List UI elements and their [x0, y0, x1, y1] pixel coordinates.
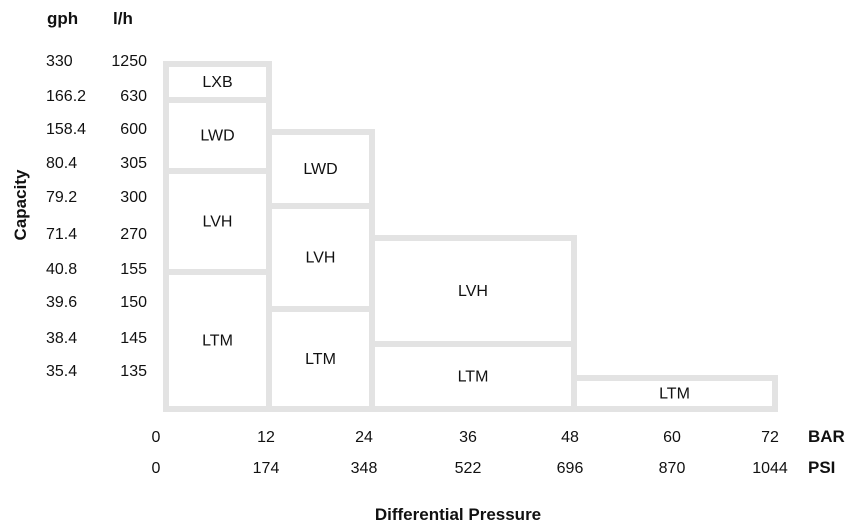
x-tick-psi-0: 0	[152, 460, 161, 477]
y-tick-lh-0: 1250	[111, 53, 147, 70]
x-tick-bar-3: 36	[459, 429, 477, 446]
y-tick-gph-8: 38.4	[46, 330, 77, 347]
x-tick-psi-5: 870	[659, 460, 686, 477]
y-tick-gph-0: 330	[46, 53, 73, 70]
x-axis-label: Differential Pressure	[375, 505, 541, 524]
y-tick-lh-7: 150	[120, 294, 147, 311]
y-tick-gph-7: 39.6	[46, 294, 77, 311]
y-tick-gph-6: 40.8	[46, 261, 77, 278]
y-tick-lh-8: 145	[120, 330, 147, 347]
zone-label-5: LVH	[306, 250, 336, 267]
y-tick-lh-9: 135	[120, 363, 147, 380]
x-tick-bar-5: 60	[663, 429, 681, 446]
zone-label-6: LTM	[305, 351, 336, 368]
x-tick-bar-0: 0	[152, 429, 161, 446]
y-tick-lh-2: 600	[120, 121, 147, 138]
zone-label-9: LTM	[659, 386, 690, 403]
zones-group: LXB LWD LVH LTM LWD LVH LTM LVH LTM LTM	[163, 61, 778, 412]
x-unit-bar: BAR	[808, 427, 845, 446]
y-tick-lh-5: 270	[120, 226, 147, 243]
x-tick-bar-2: 24	[355, 429, 373, 446]
y-tick-lh-3: 305	[120, 155, 147, 172]
x-tick-psi-3: 522	[455, 460, 482, 477]
x-tick-psi-1: 174	[253, 460, 280, 477]
y-axis-label: Capacity	[11, 169, 30, 240]
y-tick-gph-1: 166.2	[46, 88, 86, 105]
x-tick-bar-1: 12	[257, 429, 275, 446]
zone-label-1: LWD	[200, 128, 234, 145]
y-unit-lh: l/h	[113, 9, 133, 28]
x-tick-psi-2: 348	[351, 460, 378, 477]
y-tick-gph-2: 158.4	[46, 121, 86, 138]
x-tick-psi-6: 1044	[752, 460, 788, 477]
y-tick-gph-3: 80.4	[46, 155, 77, 172]
zone-label-0: LXB	[202, 74, 232, 91]
y-ticks-group: 330 1250 166.2 630 158.4 600 80.4 305 79.2 300 71.…	[46, 53, 147, 380]
y-tick-gph-4: 79.2	[46, 189, 77, 206]
zone-label-4: LWD	[303, 161, 337, 178]
x-tick-psi-4: 696	[557, 460, 584, 477]
y-tick-lh-1: 630	[120, 88, 147, 105]
zone-label-7: LVH	[458, 283, 488, 300]
zone-label-3: LTM	[202, 333, 233, 350]
x-tick-bar-6: 72	[761, 429, 779, 446]
zone-rect-9	[571, 375, 778, 412]
y-unit-gph: gph	[47, 9, 78, 28]
y-tick-gph-9: 35.4	[46, 363, 77, 380]
y-tick-gph-5: 71.4	[46, 226, 77, 243]
zone-label-8: LTM	[458, 369, 489, 386]
y-tick-lh-4: 300	[120, 189, 147, 206]
x-unit-psi: PSI	[808, 458, 835, 477]
y-tick-lh-6: 155	[120, 261, 147, 278]
x-tick-bar-4: 48	[561, 429, 579, 446]
x-ticks-group: 0 0 12 174 24 348 36 522 48 696 60 870 72 1044	[152, 429, 788, 477]
zone-label-2: LVH	[203, 214, 233, 231]
